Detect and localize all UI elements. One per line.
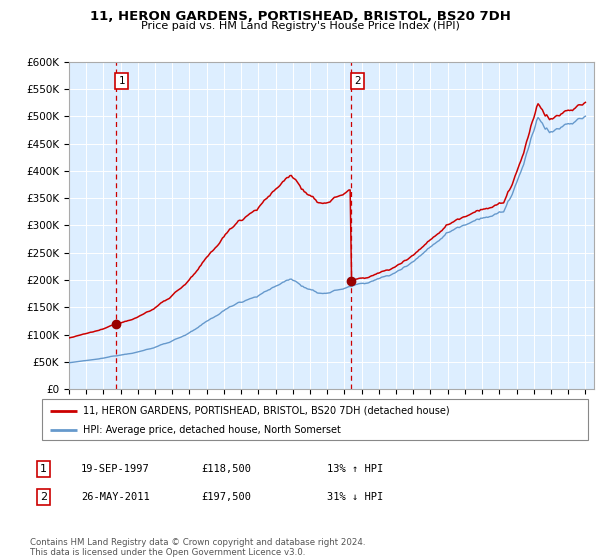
Text: 31% ↓ HPI: 31% ↓ HPI [327, 492, 383, 502]
Text: 1: 1 [118, 76, 125, 86]
Text: Price paid vs. HM Land Registry's House Price Index (HPI): Price paid vs. HM Land Registry's House … [140, 21, 460, 31]
Text: HPI: Average price, detached house, North Somerset: HPI: Average price, detached house, Nort… [83, 424, 341, 435]
Text: 26-MAY-2011: 26-MAY-2011 [81, 492, 150, 502]
Text: 1: 1 [40, 464, 47, 474]
Text: Contains HM Land Registry data © Crown copyright and database right 2024.
This d: Contains HM Land Registry data © Crown c… [30, 538, 365, 557]
Text: 2: 2 [354, 76, 361, 86]
FancyBboxPatch shape [42, 399, 588, 440]
Text: £197,500: £197,500 [201, 492, 251, 502]
Text: 11, HERON GARDENS, PORTISHEAD, BRISTOL, BS20 7DH: 11, HERON GARDENS, PORTISHEAD, BRISTOL, … [89, 10, 511, 23]
Text: 11, HERON GARDENS, PORTISHEAD, BRISTOL, BS20 7DH (detached house): 11, HERON GARDENS, PORTISHEAD, BRISTOL, … [83, 405, 449, 416]
Text: 13% ↑ HPI: 13% ↑ HPI [327, 464, 383, 474]
Text: £118,500: £118,500 [201, 464, 251, 474]
Text: 19-SEP-1997: 19-SEP-1997 [81, 464, 150, 474]
Text: 2: 2 [40, 492, 47, 502]
